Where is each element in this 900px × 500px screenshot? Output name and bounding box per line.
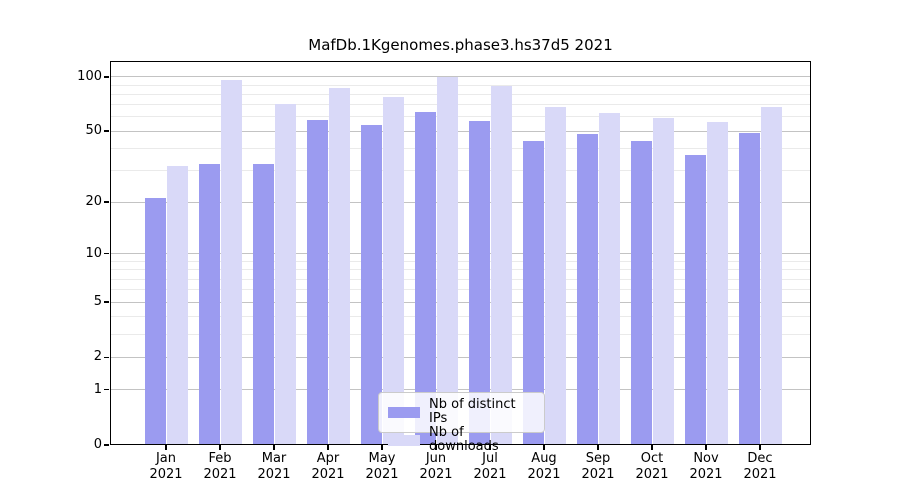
y-tick-label: 10 (85, 245, 102, 261)
bar-mar-downloads (274, 103, 296, 445)
minor-gridline (110, 333, 811, 335)
y-tick-label: 0 (93, 437, 102, 452)
x-tick-label: Jun 2021 (419, 451, 453, 482)
bar-may-distinct-ips (360, 125, 382, 445)
bar-dec-distinct-ips (738, 132, 760, 445)
y-tick-mark (104, 388, 109, 391)
minor-gridline (110, 269, 811, 271)
x-tick-mark (381, 445, 383, 450)
y-tick-label: 50 (85, 123, 102, 139)
x-tick-label: Feb 2021 (203, 451, 237, 482)
y-tick-mark (104, 75, 109, 78)
x-tick-mark (651, 445, 653, 450)
bar-jan-distinct-ips (144, 198, 166, 445)
bar-apr-distinct-ips (306, 119, 328, 445)
bar-aug-downloads (544, 107, 566, 445)
bar-oct-downloads (652, 118, 674, 445)
x-tick-label: Aug 2021 (527, 451, 561, 482)
y-tick-label: 20 (85, 194, 102, 210)
x-tick-mark (489, 445, 491, 450)
x-tick-label: Dec 2021 (743, 451, 777, 482)
x-tick-label: Mar 2021 (257, 451, 291, 482)
chart-title: MafDb.1Kgenomes.phase3.hs37d5 2021 (308, 36, 613, 54)
y-tick-mark (104, 201, 109, 203)
x-tick-label: Jul 2021 (473, 451, 507, 482)
x-tick-label: Sep 2021 (581, 451, 615, 482)
major-gridline (110, 76, 811, 78)
bar-mar-distinct-ips (252, 163, 274, 445)
x-tick-mark (327, 445, 329, 450)
legend-item-downloads: Nb of downloads (388, 426, 535, 454)
bar-apr-downloads (328, 87, 350, 445)
major-gridline (110, 253, 811, 255)
minor-gridline (110, 278, 811, 280)
minor-gridline (110, 116, 811, 118)
x-tick-mark (705, 445, 707, 450)
x-tick-label: Nov 2021 (689, 451, 723, 482)
legend-label-distinct-ips: Nb of distinct IPs (429, 397, 516, 426)
major-gridline (110, 356, 811, 358)
y-tick-label: 1 (93, 381, 102, 397)
x-tick-mark (435, 445, 437, 450)
bar-jan-downloads (166, 165, 188, 445)
legend-item-distinct-ips: Nb of distinct IPs (388, 398, 535, 426)
bar-aug-distinct-ips (522, 141, 544, 445)
bar-feb-distinct-ips (198, 163, 220, 445)
legend-swatch-distinct-ips (388, 406, 420, 418)
y-tick-label: 5 (93, 294, 102, 310)
minor-gridline (110, 104, 811, 106)
x-tick-mark (543, 445, 545, 450)
x-tick-mark (219, 445, 221, 450)
x-tick-label: Oct 2021 (635, 451, 669, 482)
minor-gridline (110, 148, 811, 150)
bar-oct-distinct-ips (630, 141, 652, 445)
major-gridline (110, 301, 811, 303)
x-tick-label: Jan 2021 (149, 451, 183, 482)
x-tick-label: May 2021 (365, 451, 399, 482)
minor-gridline (110, 93, 811, 95)
y-tick-mark (104, 356, 109, 359)
y-tick-mark (104, 301, 109, 303)
bar-feb-downloads (220, 79, 242, 445)
bar-nov-downloads (706, 122, 728, 445)
x-tick-label: Apr 2021 (311, 451, 345, 482)
legend: Nb of distinct IPs Nb of downloads (378, 392, 545, 454)
bar-jun-distinct-ips (414, 111, 436, 445)
bar-sep-downloads (598, 113, 620, 445)
x-tick-mark (273, 445, 275, 450)
minor-gridline (110, 260, 811, 262)
y-tick-mark (104, 444, 109, 446)
legend-label-downloads: Nb of downloads (429, 425, 499, 454)
major-gridline (110, 201, 811, 203)
major-gridline (110, 130, 811, 132)
bar-jul-downloads (490, 85, 512, 445)
minor-gridline (110, 316, 811, 318)
minor-gridline (110, 84, 811, 86)
y-tick-mark (104, 130, 109, 133)
minor-gridline (110, 289, 811, 291)
x-tick-mark (165, 445, 167, 450)
major-gridline (110, 389, 811, 391)
y-tick-label: 2 (93, 349, 102, 365)
legend-swatch-downloads (388, 434, 420, 446)
bar-jun-downloads (436, 76, 458, 445)
plot-frame (110, 61, 811, 445)
bar-sep-distinct-ips (576, 134, 598, 445)
y-tick-mark (104, 252, 109, 255)
bar-dec-downloads (760, 107, 782, 445)
bar-nov-distinct-ips (684, 154, 706, 445)
bar-may-downloads (382, 97, 404, 445)
minor-gridline (110, 170, 811, 172)
bar-jul-distinct-ips (468, 120, 490, 445)
y-tick-label: 100 (77, 68, 102, 84)
x-tick-mark (597, 445, 599, 450)
x-tick-mark (759, 445, 761, 450)
